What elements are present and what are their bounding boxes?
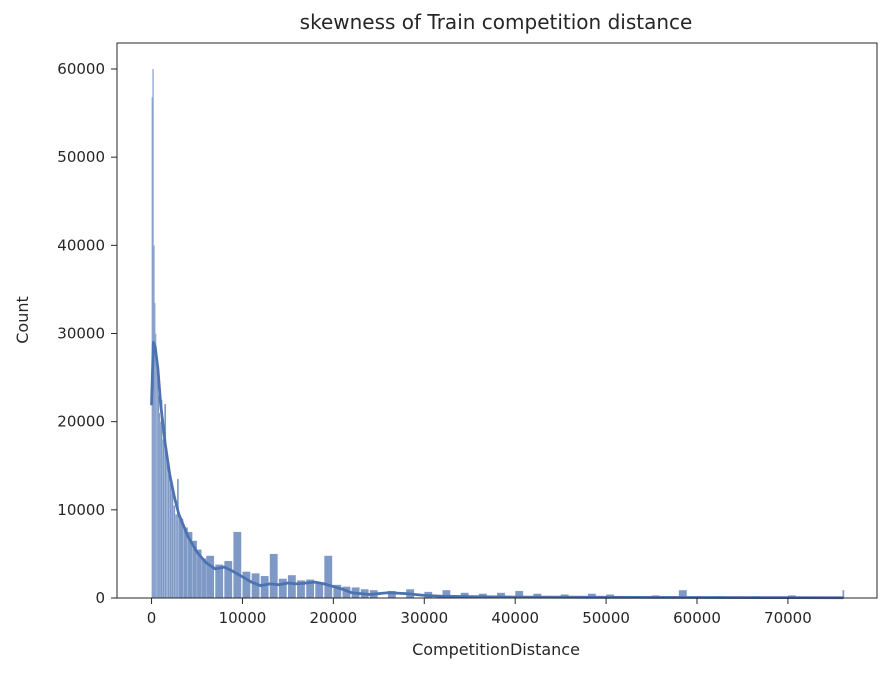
y-tick-label: 60000 — [57, 60, 105, 78]
x-tick-label: 10000 — [219, 609, 267, 627]
bars-layer — [151, 68, 845, 599]
histogram-bar — [178, 518, 184, 599]
histogram-bar — [260, 575, 269, 599]
y-tick-label: 30000 — [57, 325, 105, 343]
histogram-bar — [233, 531, 242, 599]
plot-frame — [116, 42, 878, 599]
y-tick-label: 40000 — [57, 236, 105, 254]
histogram-bar — [175, 514, 178, 599]
chart-title: skewness of Train competition distance — [300, 10, 693, 34]
histogram-bar — [173, 505, 176, 599]
histogram-bar — [324, 555, 333, 599]
x-ticks: 0 10000 20000 30000 40000 50000 60000 70000 — [147, 598, 812, 627]
histogram-bar — [166, 456, 168, 599]
x-tick-label: 70000 — [764, 609, 812, 627]
y-axis-label: Count — [13, 296, 32, 344]
histogram-bar — [171, 492, 174, 599]
x-tick-label: 20000 — [310, 609, 358, 627]
histogram-bar — [167, 474, 170, 599]
x-tick-label: 60000 — [673, 609, 721, 627]
histogram-bar — [183, 527, 188, 599]
y-tick-label: 10000 — [57, 501, 105, 519]
y-tick-label: 0 — [95, 589, 105, 607]
histogram-bar — [162, 439, 165, 599]
histogram-bar — [169, 483, 172, 599]
y-tick-label: 20000 — [57, 413, 105, 431]
x-tick-label: 30000 — [400, 609, 448, 627]
histogram-bar — [242, 571, 251, 599]
histogram-bar — [278, 578, 287, 599]
y-ticks: 0 10000 20000 30000 40000 50000 60000 — [57, 60, 117, 607]
y-tick-label: 50000 — [57, 148, 105, 166]
histogram-bar — [201, 558, 207, 599]
histogram-bar — [176, 478, 179, 599]
x-tick-label: 50000 — [582, 609, 630, 627]
x-tick-label: 0 — [147, 609, 157, 627]
x-tick-label: 40000 — [491, 609, 539, 627]
kde-line — [150, 340, 844, 600]
histogram-bar — [269, 553, 278, 599]
histogram-bar — [287, 575, 296, 599]
x-axis-label: CompetitionDistance — [412, 640, 580, 659]
